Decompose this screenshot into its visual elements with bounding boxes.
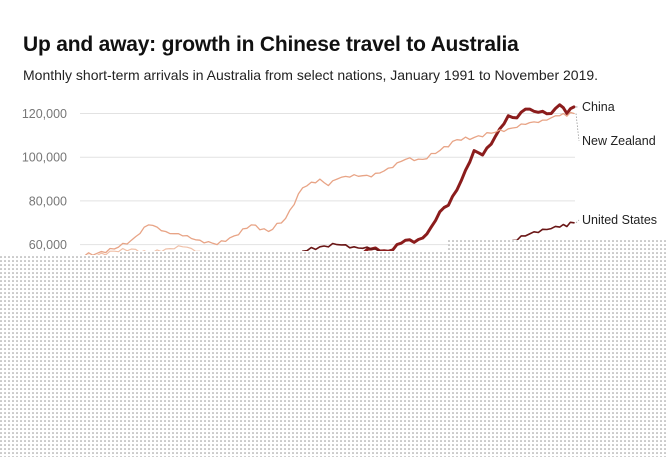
y-tick-label: 80,000 (29, 194, 67, 208)
y-tick-label: 100,000 (22, 151, 67, 165)
chart-title: Up and away: growth in Chinese travel to… (23, 33, 519, 56)
chart-subtitle: Monthly short-term arrivals in Australia… (23, 67, 599, 83)
gridlines: 60,000 80,000 100,000 120,000 (22, 107, 575, 252)
series-label-china: China (582, 100, 615, 114)
y-tick-label: 60,000 (29, 238, 67, 252)
image-redaction-overlay (0, 240, 667, 457)
leader-line-new-zealand (575, 113, 580, 142)
series-label-new-zealand: New Zealand (582, 134, 656, 148)
y-tick-label: 120,000 (22, 107, 67, 121)
series-line-new-zealand (79, 111, 575, 257)
series-label-united-states: United States (582, 213, 657, 227)
series-labels: China New Zealand United States (575, 100, 657, 227)
leader-line-united-states (575, 219, 580, 224)
